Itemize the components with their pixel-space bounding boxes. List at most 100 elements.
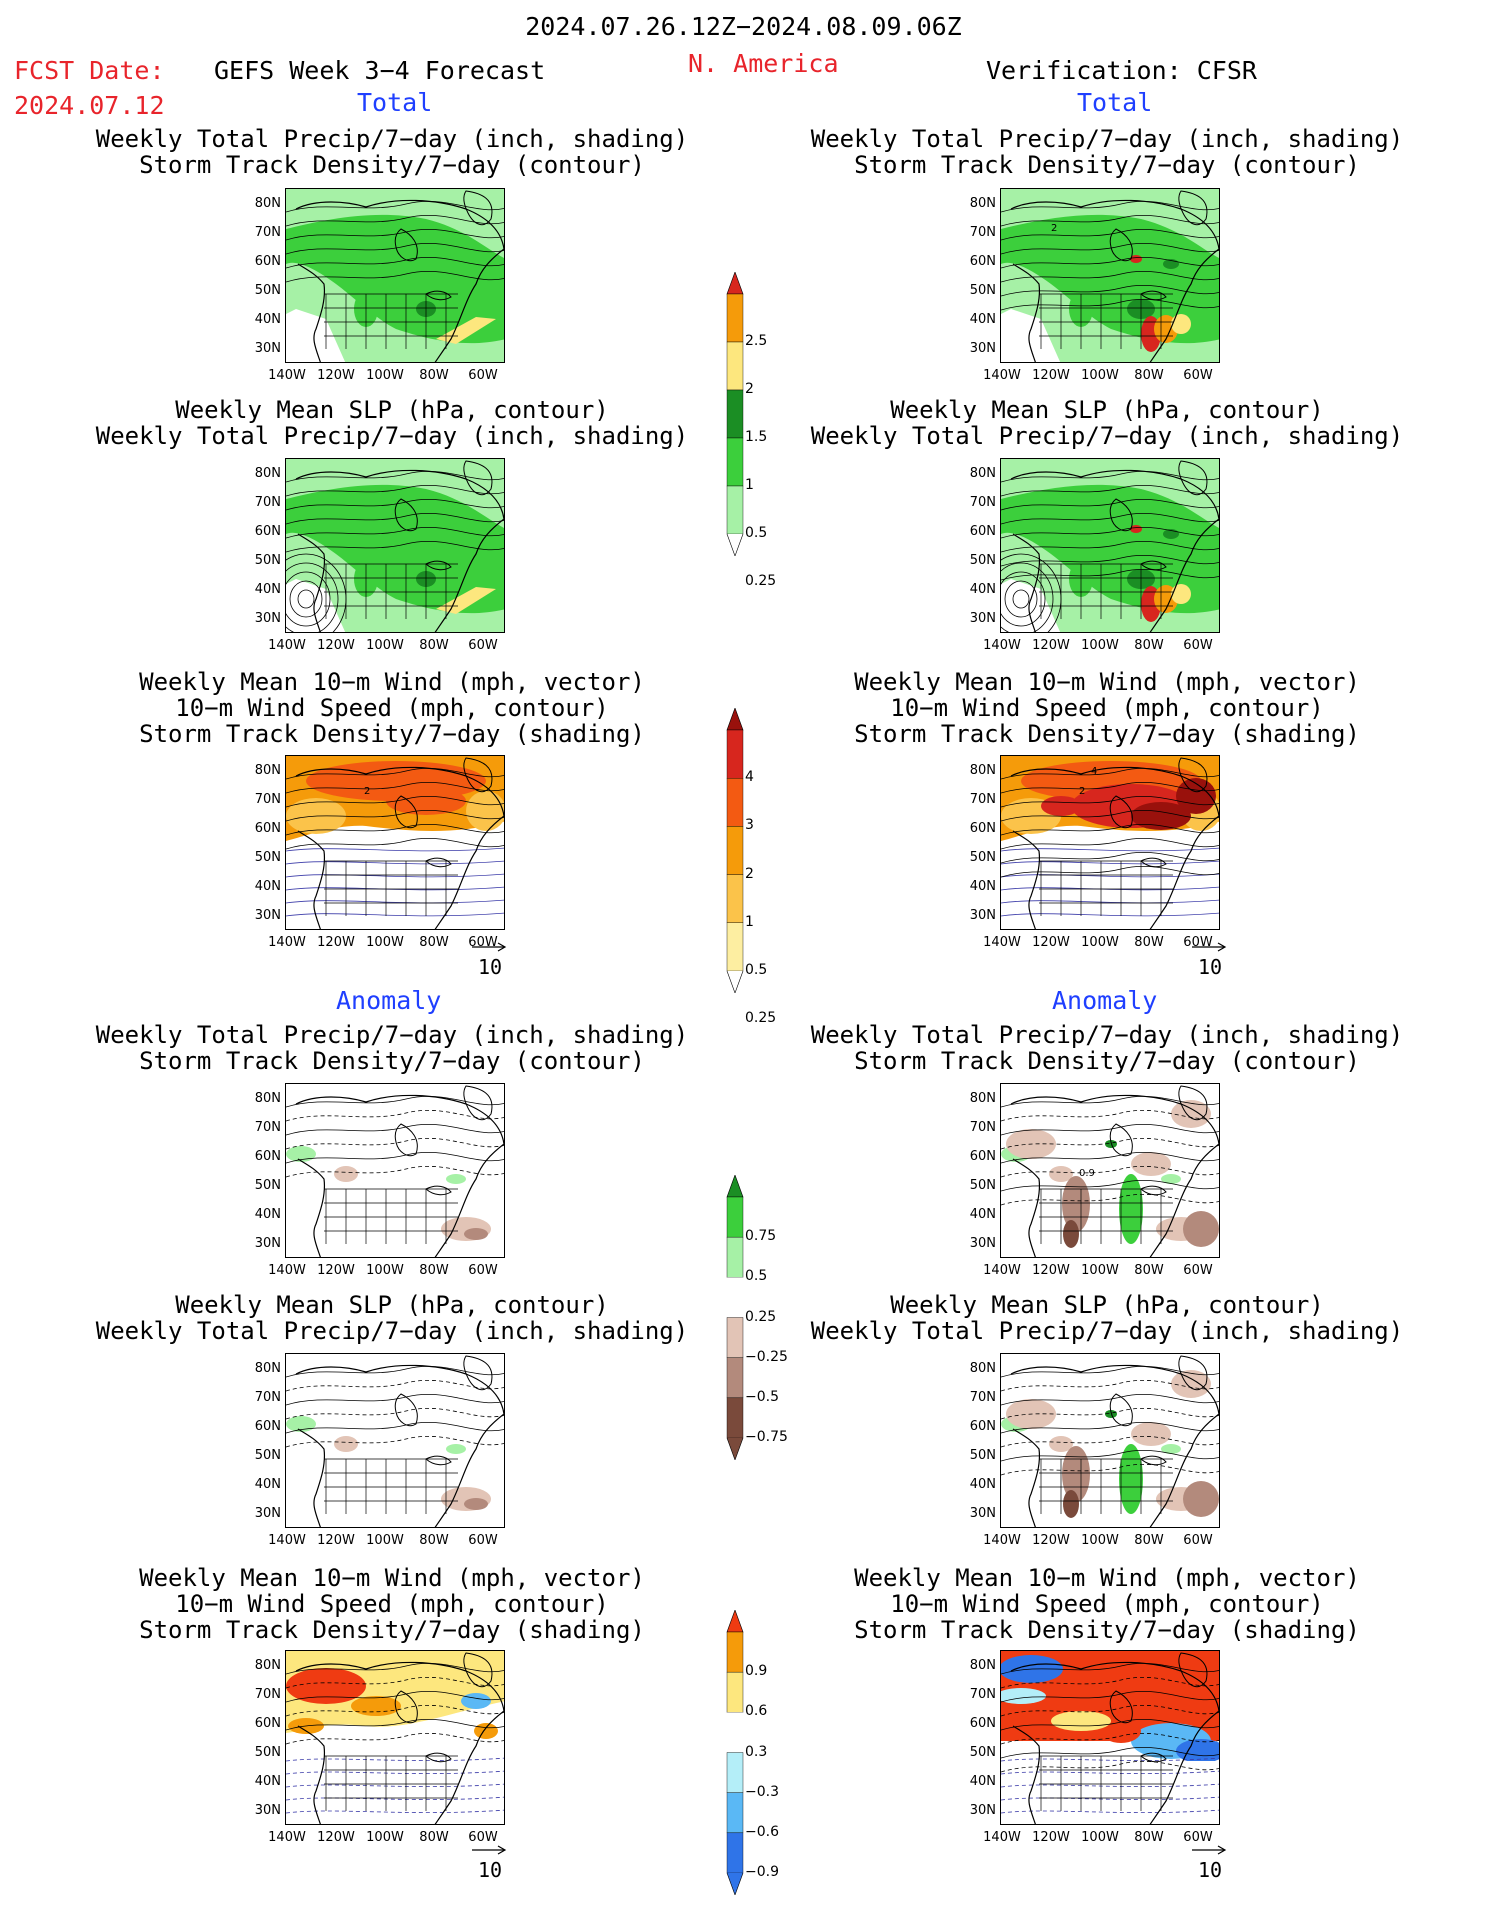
contour-line [1001, 284, 1219, 297]
panel-title-line: Weekly Total Precip/7−day (inch, shading… [95, 125, 689, 153]
panel-title: Weekly Mean 10−m Wind (mph, vector) 10−m … [747, 669, 1467, 747]
lat-label: 80N [254, 1361, 281, 1376]
slp-contour [286, 571, 331, 627]
map-canvas [286, 1354, 504, 1527]
colorbar-segment [726, 1196, 744, 1238]
lon-label: 140W [268, 1263, 306, 1278]
map-canvas [286, 1651, 504, 1824]
lat-label: 30N [254, 908, 281, 923]
shade-area [334, 1436, 358, 1452]
coastline [295, 469, 504, 632]
shade-area [286, 1416, 316, 1432]
panel-title: Weekly Mean SLP (hPa, contour) Weekly Tot… [747, 1292, 1467, 1344]
lon-label: 100W [1081, 935, 1119, 950]
lat-label: 50N [969, 850, 996, 865]
lon-label: 60W [1183, 368, 1213, 383]
shade-area [1176, 1739, 1219, 1763]
colorbar-label: 0.25 [745, 573, 777, 589]
shade-area [1171, 1370, 1211, 1398]
contour-line [1001, 1746, 1219, 1759]
lat-label: 70N [254, 495, 281, 510]
contour-line [286, 809, 504, 822]
panel-title-line: Weekly Total Precip/7−day (inch, shading… [810, 1021, 1404, 1049]
slp-contour [297, 589, 315, 609]
great-lakes [425, 857, 452, 868]
shade-area [1131, 1422, 1171, 1446]
lon-label: 120W [317, 1830, 355, 1845]
contour-line [1001, 809, 1219, 822]
lon-label: 100W [1081, 1263, 1119, 1278]
contour-line [286, 1662, 504, 1675]
shade-area [351, 1696, 401, 1716]
vector-ref-label: 10 [1198, 1858, 1223, 1882]
contour-line [286, 1137, 504, 1150]
contour-line [1001, 1365, 1219, 1378]
slp-contour [286, 562, 339, 632]
lat-label: 60N [254, 1716, 281, 1731]
colorbar-segment [726, 1317, 744, 1358]
colorbar-segment [726, 1752, 744, 1793]
colorbar-segment [726, 485, 744, 535]
contour-line [286, 837, 504, 850]
colorbar-segment [726, 1671, 744, 1713]
panel-title-line: Storm Track Density/7−day (shading) [854, 1616, 1360, 1644]
map-canvas [286, 459, 504, 632]
great-lakes [425, 290, 452, 301]
colorbar-label: −0.6 [745, 1823, 779, 1840]
contour-line [286, 470, 504, 483]
panel-title-line: Weekly Mean 10−m Wind (mph, vector) [139, 1564, 645, 1592]
great-lakes [425, 1752, 452, 1763]
contour-line [1001, 554, 1219, 567]
map-canvas [1001, 459, 1219, 632]
lat-label: 50N [254, 553, 281, 568]
lon-label: 140W [268, 368, 306, 383]
greenland [463, 1652, 493, 1688]
contour-label: 0.9 [1079, 1168, 1095, 1179]
greenland [463, 460, 493, 496]
lat-label: 30N [969, 1803, 996, 1818]
lat-label: 60N [254, 1149, 281, 1164]
map-canvas [1001, 1354, 1219, 1527]
vector-ref-label: 10 [1198, 955, 1223, 979]
panel-title-line: Weekly Total Precip/7−day (inch, shading… [810, 125, 1404, 153]
lon-label: 100W [366, 935, 404, 950]
map-canvas [286, 189, 504, 362]
wind-contour [286, 1757, 504, 1762]
map-canvas [1001, 1651, 1219, 1824]
lon-label: 60W [468, 1533, 498, 1548]
vector-ref-arrow [1192, 1845, 1227, 1855]
coastline [295, 1661, 504, 1824]
hudson-bay [1109, 795, 1133, 829]
colorbar-segment [726, 1357, 744, 1399]
colorbar-label: 2 [745, 865, 754, 882]
lon-label: 120W [1032, 1263, 1070, 1278]
greenland [1178, 1355, 1208, 1391]
slp-contour [1004, 580, 1038, 618]
lat-label: 30N [254, 1236, 281, 1251]
lat-label: 80N [969, 763, 996, 778]
fcst-date-label: FCST Date: [14, 56, 165, 85]
great-lakes [1140, 1752, 1167, 1763]
panel-title-line: Weekly Mean 10−m Wind (mph, vector) [854, 1564, 1360, 1592]
shade-area [334, 1166, 358, 1182]
fcst-date-value: 2024.07.12 [14, 91, 165, 120]
contour-line [1001, 540, 1219, 553]
lon-label: 80W [1134, 1263, 1164, 1278]
slp-contour [289, 580, 323, 618]
panel-title: Weekly Mean 10−m Wind (mph, vector) 10−m … [32, 669, 752, 747]
lon-label: 140W [268, 1533, 306, 1548]
map-canvas: 2 [1001, 189, 1219, 362]
lon-label: 100W [366, 1263, 404, 1278]
lat-label: 30N [969, 611, 996, 626]
map-fcst-anom-slp [285, 1353, 505, 1528]
lat-label: 80N [254, 196, 281, 211]
lat-label: 80N [254, 763, 281, 778]
shade-area [286, 1146, 316, 1162]
panel-title-line: Storm Track Density/7−day (contour) [854, 1047, 1360, 1075]
contour-line [1001, 200, 1219, 213]
lat-label: 60N [254, 524, 281, 539]
vector-ref-label: 10 [478, 1858, 503, 1882]
wind-contour [286, 1809, 504, 1814]
wind-contour [286, 847, 504, 852]
wind-contour [1001, 1770, 1219, 1775]
